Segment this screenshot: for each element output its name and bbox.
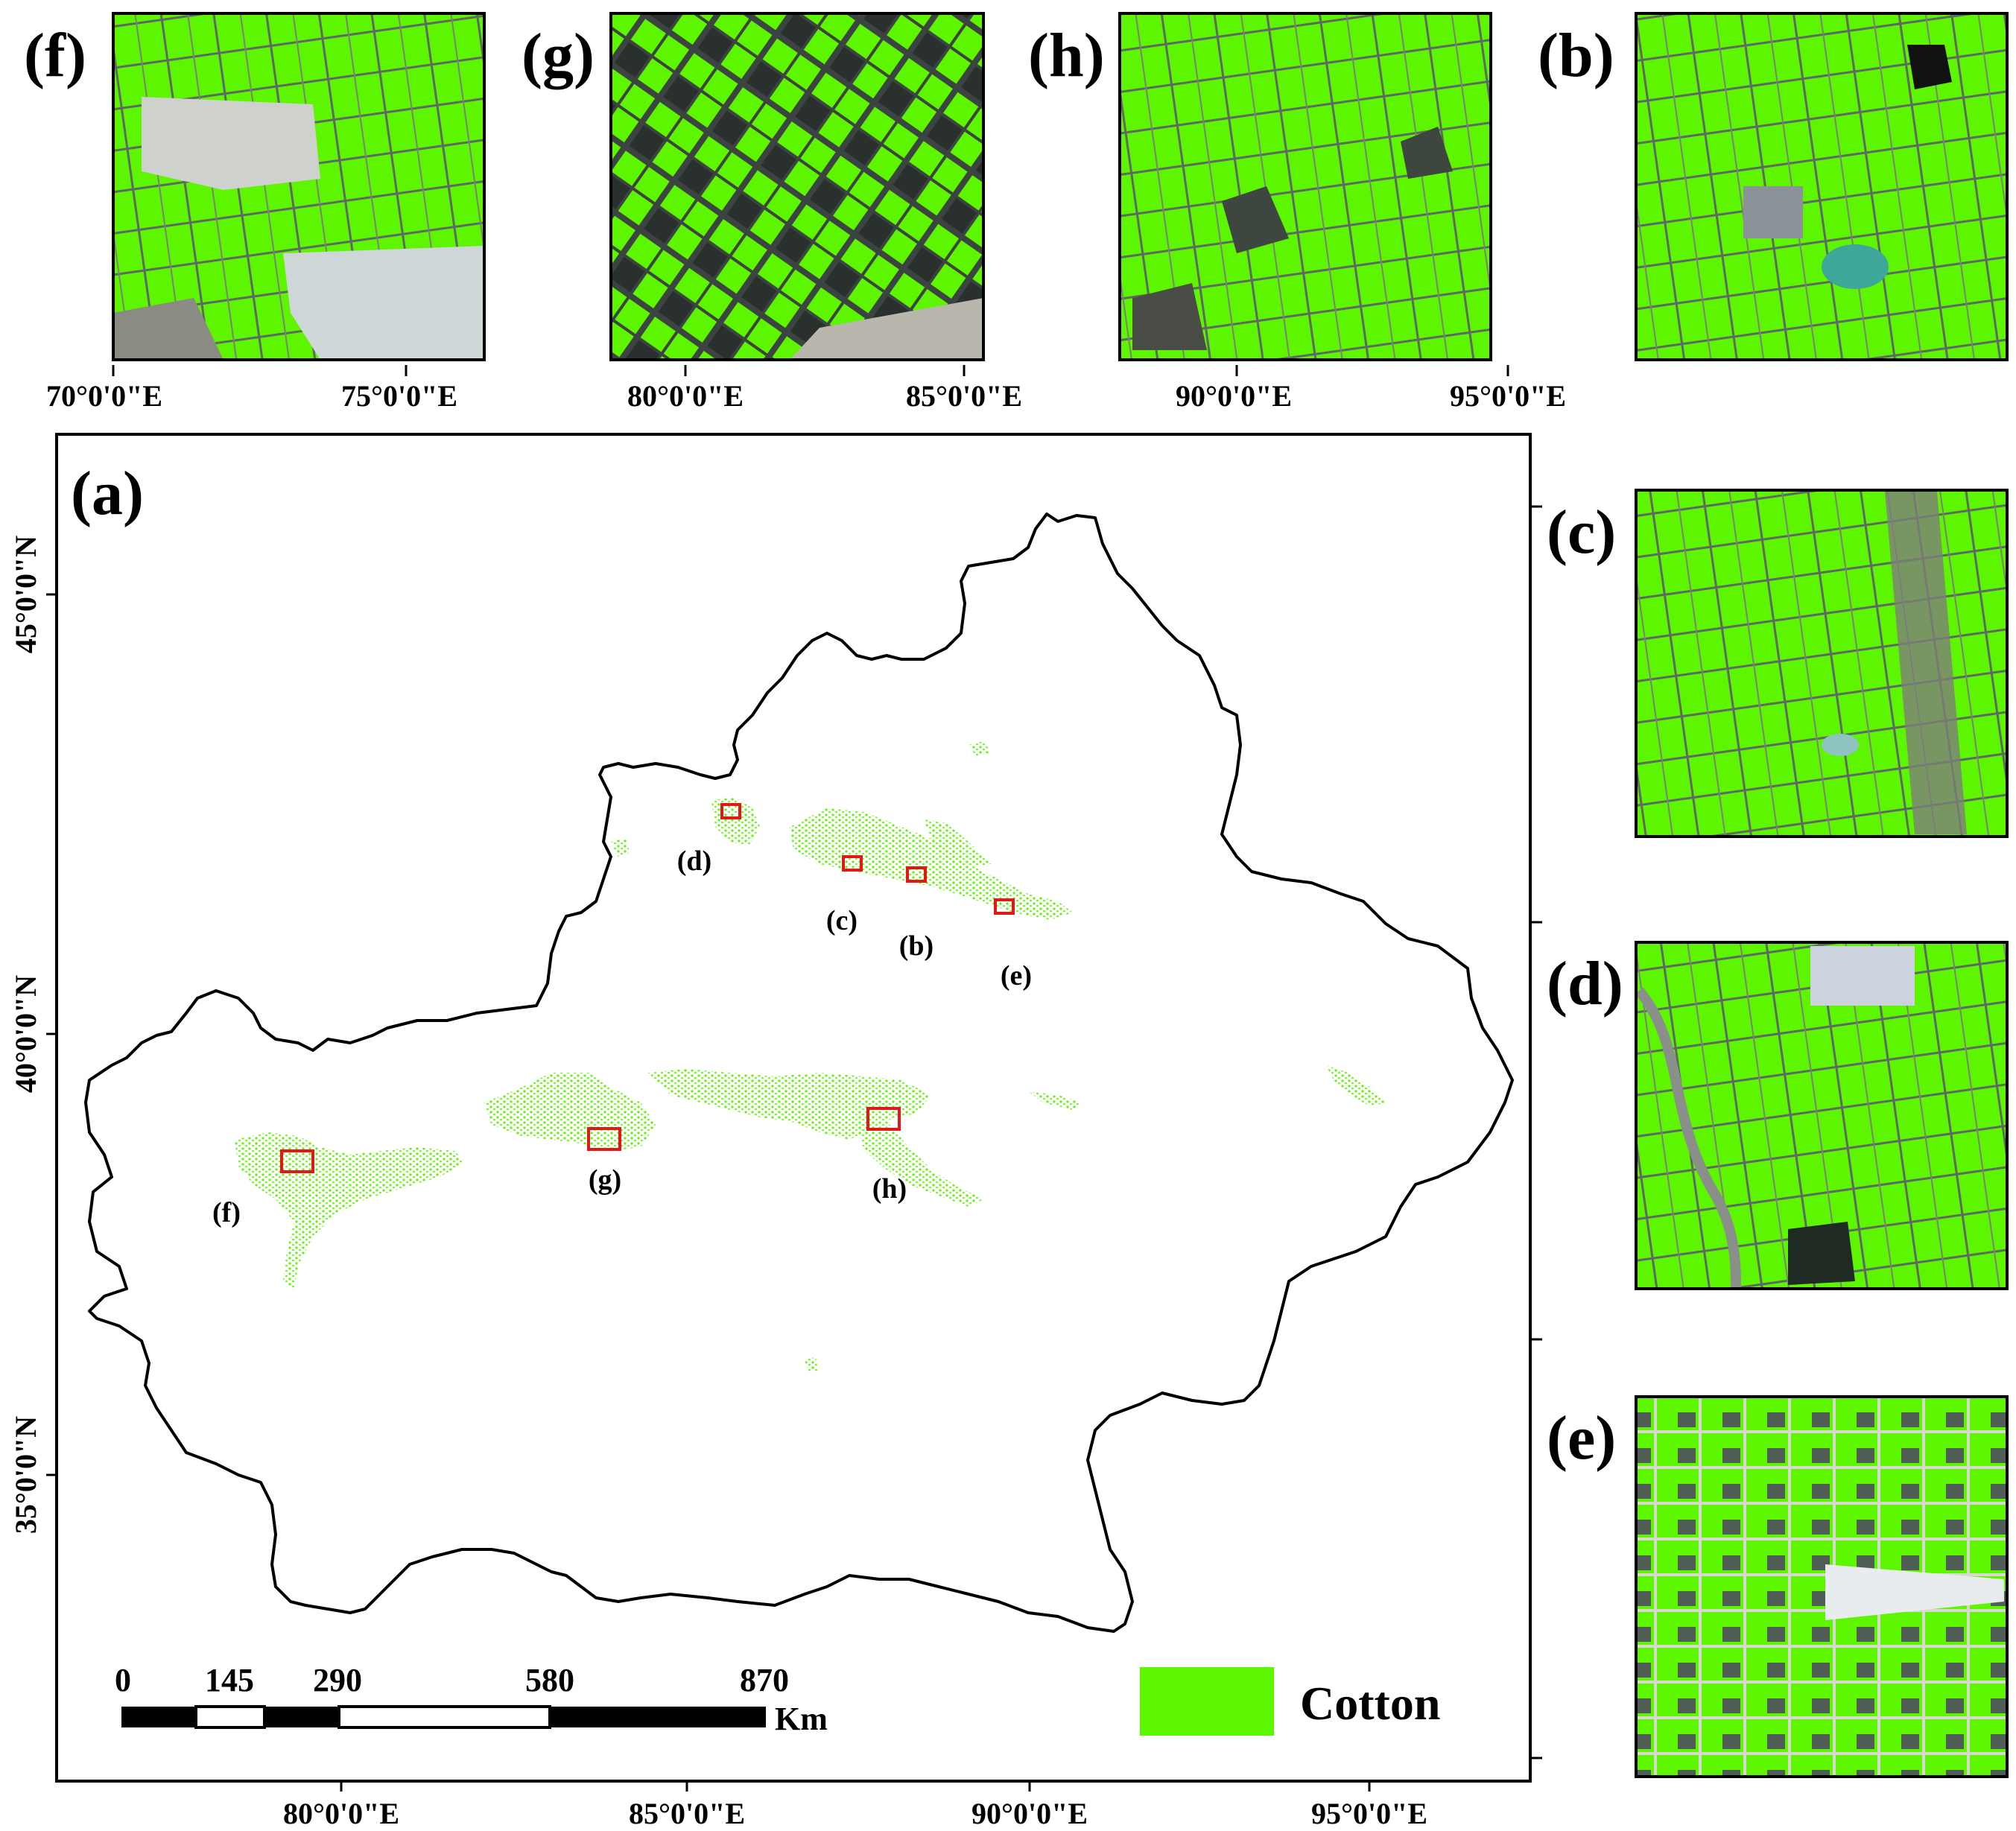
inset-d-label: (d): [1547, 949, 1623, 1018]
site-label-e: (e): [1001, 960, 1032, 991]
top-tick-label: 70°0'0"E: [46, 379, 162, 413]
inset-c: (c): [1547, 489, 2009, 838]
site-label-b: (b): [899, 930, 933, 962]
sample-box-f: [280, 1149, 314, 1173]
scale-tick-label: 580: [525, 1662, 574, 1698]
inset-f: (f): [24, 12, 486, 361]
inset-frame: [112, 12, 486, 361]
cotton-patch: [805, 1357, 818, 1372]
reservoir: [1822, 244, 1889, 289]
cotton-patch: [648, 1069, 931, 1140]
scale-bar-segment: [550, 1707, 766, 1727]
scale-bar-segment: [121, 1707, 196, 1727]
scale-bar-segment: [194, 1705, 266, 1729]
left-tick-label: 45°0'0"N: [9, 536, 42, 653]
industrial-patch: [1810, 946, 1915, 1006]
cotton-patch: [711, 797, 760, 845]
site-label-d: (d): [677, 845, 711, 877]
inset-frame: [1635, 489, 2009, 838]
inset-c-label: (c): [1547, 498, 1616, 567]
scale-tick-label: 290: [313, 1662, 362, 1698]
inset-g-image: [611, 13, 983, 360]
cotton-patch: [1326, 1065, 1386, 1106]
desert-patch: [790, 298, 983, 360]
sample-box-e: [994, 898, 1015, 915]
dark-field-patch: [1132, 283, 1207, 350]
top-tick-label: 90°0'0"E: [1176, 379, 1292, 413]
inset-frame: [1635, 12, 2009, 361]
white-plastic-patch: [1825, 1564, 2004, 1620]
scale-bar-segment: [337, 1705, 551, 1729]
inset-frame: [1635, 1395, 2009, 1778]
inset-h: (h): [1028, 12, 1492, 361]
cotton-patch: [969, 741, 991, 756]
river: [1635, 987, 1741, 1289]
inset-b: (b): [1538, 12, 2009, 361]
top-tick-label: 80°0'0"E: [627, 379, 744, 413]
cotton-patch: [611, 838, 630, 857]
dark-field-patch: [1222, 186, 1289, 253]
panel-a-label: (a): [71, 459, 144, 528]
site-label-c: (c): [826, 905, 858, 936]
scale-unit: Km: [775, 1701, 828, 1737]
sample-box-c: [842, 855, 863, 872]
dark-field-patch: [1401, 127, 1453, 179]
town-strip: [1885, 492, 1967, 834]
inset-e-label: (e): [1547, 1403, 1616, 1473]
cotton-area-north: [611, 741, 1073, 920]
scale-tick-label: 145: [205, 1662, 254, 1698]
left-tick-label: 40°0'0"N: [9, 975, 42, 1093]
inset-h-label: (h): [1028, 21, 1105, 90]
bottom-tick-label: 80°0'0"E: [283, 1797, 399, 1830]
site-label-h: (h): [872, 1173, 907, 1205]
inset-e: (e): [1547, 1395, 2009, 1778]
reservoir: [1907, 45, 1952, 89]
bottom-tick-label: 90°0'0"E: [971, 1797, 1088, 1830]
inset-frame: [1635, 941, 2009, 1290]
legend-swatch-cotton: [1140, 1667, 1274, 1736]
inset-g-label: (g): [522, 21, 595, 90]
inset-frame: [609, 12, 985, 361]
top-tick-label: 75°0'0"E: [341, 379, 457, 413]
scale-tick-label: 0: [115, 1662, 131, 1698]
scale-bar-segment: [264, 1707, 339, 1727]
legend: Cotton: [1140, 1667, 1440, 1736]
sample-box-d: [720, 803, 741, 819]
cotton-patch: [484, 1073, 656, 1151]
inset-g: (g): [522, 12, 985, 361]
pond: [1822, 734, 1859, 756]
bare-soil-patch: [283, 246, 484, 360]
cotton-patch: [924, 819, 991, 868]
cotton-patch: [1028, 1091, 1080, 1110]
inset-frame: [1118, 12, 1492, 361]
left-tick-label: 35°0'0"N: [9, 1416, 42, 1534]
site-label-f: (f): [212, 1197, 241, 1228]
inset-d: (d): [1547, 941, 2009, 1290]
inset-b-image: [1636, 13, 2007, 360]
top-longitude-axis: 70°0'0"E 75°0'0"E 80°0'0"E 85°0'0"E 90°0…: [46, 365, 1566, 413]
sample-box-b: [906, 866, 927, 883]
region-boundary: [84, 513, 1514, 1633]
inset-f-label: (f): [24, 21, 86, 90]
bare-soil-patch: [142, 97, 320, 190]
top-tick-label: 95°0'0"E: [1450, 379, 1566, 413]
town-patch: [1743, 186, 1803, 238]
bottom-tick-label: 95°0'0"E: [1311, 1797, 1427, 1830]
top-tick-label: 85°0'0"E: [906, 379, 1022, 413]
main-map-panel: (a) 45°0'0"N 40°0'0"N 35°0'0"N 80°0'0"E …: [9, 433, 1542, 1830]
legend-label-cotton: Cotton: [1300, 1677, 1440, 1730]
bare-soil-patch: [113, 298, 224, 360]
inset-b-label: (b): [1538, 21, 1614, 90]
dark-field-patch: [1788, 1222, 1855, 1285]
scale-tick-label: 870: [740, 1662, 789, 1698]
cotton-patch: [857, 1121, 983, 1207]
site-label-g: (g): [589, 1164, 621, 1196]
cotton-patch: [790, 808, 1073, 920]
sample-box-h: [866, 1107, 901, 1131]
bottom-tick-label: 85°0'0"E: [629, 1797, 745, 1830]
sample-site-boxes: [280, 803, 1015, 1173]
scale-bar: 0 145 290 580 870 Km: [115, 1662, 828, 1737]
sample-box-g: [587, 1127, 621, 1151]
